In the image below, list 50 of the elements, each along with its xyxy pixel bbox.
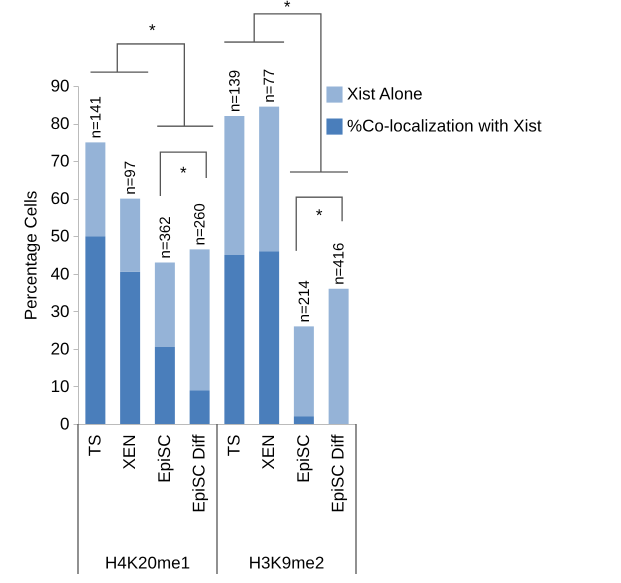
x-tick-label: EpiSC bbox=[154, 434, 174, 483]
y-tick-label: 40 bbox=[50, 264, 70, 284]
bar bbox=[120, 272, 140, 424]
y-tick-label: 50 bbox=[50, 226, 70, 246]
text: * bbox=[284, 0, 291, 16]
x-tick-label: XEN bbox=[120, 434, 140, 470]
y-tick-label: 10 bbox=[50, 376, 70, 396]
text: H4K20me1 bbox=[104, 553, 190, 572]
y-tick-label: 20 bbox=[50, 339, 70, 358]
x-tick-label: XEN bbox=[259, 434, 278, 470]
text: H3K9me2 bbox=[248, 553, 324, 572]
y-tick-label: 70 bbox=[50, 152, 70, 171]
bar bbox=[224, 116, 244, 255]
bar bbox=[294, 326, 314, 416]
x-tick-label: TS bbox=[85, 434, 104, 456]
bar bbox=[190, 249, 210, 390]
annotation: n=416 bbox=[330, 242, 348, 285]
x-tick-label: TS bbox=[224, 434, 244, 456]
y-tick-label: 80 bbox=[50, 114, 70, 134]
legend-label: Xist Alone bbox=[347, 84, 423, 104]
annotation: n=77 bbox=[261, 68, 278, 103]
y-tick-label: 30 bbox=[50, 302, 70, 321]
x-tick-label: EpiSC bbox=[294, 434, 313, 483]
bar bbox=[328, 288, 349, 424]
y-tick-label: 0 bbox=[60, 414, 70, 434]
annotation: n=97 bbox=[122, 160, 140, 195]
bar bbox=[85, 236, 106, 424]
bar bbox=[294, 416, 314, 424]
bar bbox=[259, 251, 280, 424]
bar bbox=[190, 390, 210, 424]
annotation: n=362 bbox=[156, 216, 174, 259]
annotation: n=260 bbox=[192, 203, 209, 246]
text: * bbox=[149, 21, 156, 40]
annotation: n=141 bbox=[87, 96, 104, 138]
x-tick-label: EpiSC Diff bbox=[328, 434, 348, 513]
y-axis-title: Percentage Cells bbox=[22, 190, 41, 320]
x-tick-label: EpiSC Diff bbox=[190, 434, 209, 513]
bar bbox=[154, 262, 175, 348]
bar bbox=[224, 255, 244, 424]
bar bbox=[85, 142, 106, 236]
annotation: * bbox=[316, 206, 323, 226]
annotation: * bbox=[180, 164, 187, 183]
bar bbox=[259, 106, 280, 252]
legend-label: %Co-localization with Xist bbox=[347, 116, 542, 136]
annotation: n=139 bbox=[226, 70, 244, 112]
y-tick-label: 60 bbox=[50, 189, 70, 208]
y-tick-label: 90 bbox=[50, 76, 70, 96]
annotation: n=214 bbox=[296, 280, 313, 322]
bar bbox=[120, 198, 140, 272]
bar bbox=[154, 347, 175, 424]
